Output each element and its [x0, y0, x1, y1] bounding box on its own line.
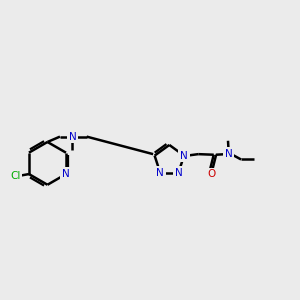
Text: N: N	[225, 149, 232, 159]
Text: N: N	[180, 151, 188, 160]
Text: N: N	[62, 169, 70, 179]
Text: O: O	[207, 169, 215, 179]
Text: Cl: Cl	[10, 171, 20, 181]
Text: N: N	[156, 168, 164, 178]
Text: N: N	[175, 168, 182, 178]
Text: N: N	[68, 132, 76, 142]
